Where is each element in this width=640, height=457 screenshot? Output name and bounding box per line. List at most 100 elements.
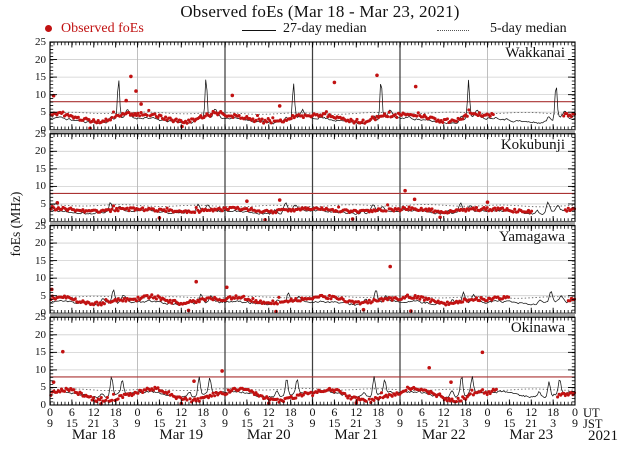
hour-label-jst: 3: [550, 416, 557, 430]
station-label-okinawa: Okinawa: [510, 320, 565, 336]
y-tick-label: 20: [35, 237, 46, 250]
hour-label-ut: 18: [197, 405, 210, 419]
y-tick-label: 15: [35, 162, 46, 175]
hour-label-ut: 0: [309, 405, 316, 419]
observed-outlier-dot: [51, 380, 56, 384]
observed-outlier-dot: [124, 98, 128, 103]
observed-outlier-dot: [192, 379, 196, 383]
observed-outlier-dot: [129, 74, 133, 79]
hour-label-ut: 12: [525, 405, 538, 419]
observed-outlier-dot: [277, 198, 282, 202]
station-label-yamagawa: Yamagawa: [499, 229, 565, 245]
dotted-line-icon: [437, 30, 469, 31]
chart-title: Observed foEs (Mar 18 - Mar 23, 2021): [180, 2, 460, 21]
date-label: Mar 20: [246, 427, 291, 443]
observed-outlier-dot: [277, 104, 282, 108]
hour-label-ut: 6: [156, 405, 163, 419]
y-tick-label: 10: [35, 88, 46, 101]
hour-label-jst: 15: [328, 416, 341, 430]
hour-label-ut: 18: [284, 405, 297, 419]
hour-label-jst: 21: [87, 416, 100, 430]
y-tick-label: 25: [35, 127, 46, 140]
y-tick-label: 0: [40, 215, 47, 228]
hour-label-ut: 6: [506, 405, 513, 419]
hour-label-ut: 12: [262, 405, 275, 419]
station-label-kokubunji: Kokubunji: [500, 137, 565, 153]
panel-kokubunji: [49, 133, 577, 223]
panel-separator: [50, 313, 575, 318]
panel-okinawa: [49, 316, 577, 406]
y-tick-label: 0: [40, 399, 47, 411]
observed-outlier-dot: [403, 188, 407, 193]
date-label: Mar 21: [334, 427, 379, 443]
hour-label-jst: 15: [65, 416, 78, 430]
hour-label-jst: 3: [375, 416, 382, 430]
hour-label-jst: 9: [309, 416, 316, 430]
date-label: Mar 23: [509, 427, 554, 443]
y-tick-label: 10: [35, 363, 46, 376]
hour-label-ut: 18: [459, 405, 472, 419]
legend-median27-label: 27-day median: [283, 21, 367, 36]
hour-label-jst: 21: [175, 416, 188, 430]
hour-label-ut: 0: [222, 405, 228, 419]
hour-label-jst: 15: [415, 416, 428, 430]
y-tick-label: 25: [35, 219, 46, 232]
panel-separator: [50, 129, 575, 134]
observed-outlier-dot: [480, 350, 485, 355]
observed-outlier-dot: [409, 309, 413, 313]
hour-label-jst: 9: [222, 416, 228, 430]
observed-outlier-dot: [350, 217, 355, 221]
y-tick-label: 0: [40, 307, 47, 320]
observed-outlier-dot: [220, 369, 224, 373]
legend-observed-label: Observed foEs: [61, 21, 144, 36]
hour-label-jst: 3: [200, 416, 207, 430]
y-tick-label: 10: [35, 180, 46, 193]
median5-line: [49, 204, 576, 208]
observed-outlier-dot: [263, 217, 267, 222]
y-tick-label: 20: [35, 145, 46, 158]
hour-label-ut: 0: [484, 405, 491, 419]
observed-outlier-dot: [438, 215, 442, 220]
observed-outlier-dot: [225, 285, 229, 290]
hour-label-ut: 0: [134, 405, 141, 419]
hour-label-ut: 12: [87, 405, 100, 419]
observed-outlier-dot: [274, 309, 278, 314]
observed-outlier-dot: [388, 264, 393, 269]
y-tick-label: 15: [35, 254, 46, 267]
hour-label-jst: 15: [240, 416, 253, 430]
y-tick-label: 20: [35, 53, 46, 66]
y-tick-label: 5: [40, 289, 47, 302]
hour-label-jst: 15: [503, 416, 516, 430]
median27-line: [50, 79, 575, 125]
observed-outlier-dot: [375, 73, 379, 78]
date-label: Mar 19: [159, 427, 204, 443]
panel-separator: [50, 221, 575, 226]
hour-label-jst: 3: [462, 416, 469, 430]
y-tick-label: 10: [35, 272, 46, 285]
date-label: Mar 18: [71, 427, 116, 443]
y-tick-label: 0: [40, 123, 47, 136]
hour-label-ut: 18: [372, 405, 385, 419]
y-tick-label: 25: [35, 311, 46, 324]
observed-outlier-dot: [186, 308, 191, 313]
ut-unit-label: UT: [583, 406, 600, 420]
date-label: Mar 22: [421, 427, 466, 443]
hour-label-jst: 9: [572, 416, 578, 430]
observed-outlier-dot: [230, 93, 235, 98]
hour-label-jst: 3: [112, 416, 119, 430]
hour-label-jst: 21: [437, 416, 450, 430]
observed-outlier-dot: [449, 380, 453, 384]
panel-wakkanai: [49, 41, 577, 131]
hour-label-jst: 15: [153, 416, 166, 430]
year-label: 2021: [588, 428, 618, 444]
observed-outlier-dot: [413, 84, 418, 89]
hour-label-jst: 9: [484, 416, 491, 430]
hour-label-ut: 0: [47, 405, 53, 419]
hour-label-ut: 6: [68, 405, 75, 419]
hour-label-jst: 21: [262, 416, 275, 430]
station-label-wakkanai: Wakkanai: [505, 45, 565, 61]
y-tick-label: 15: [35, 71, 46, 84]
hour-label-jst: 9: [134, 416, 141, 430]
hour-label-ut: 18: [547, 405, 560, 419]
y-tick-label: 25: [35, 36, 46, 48]
